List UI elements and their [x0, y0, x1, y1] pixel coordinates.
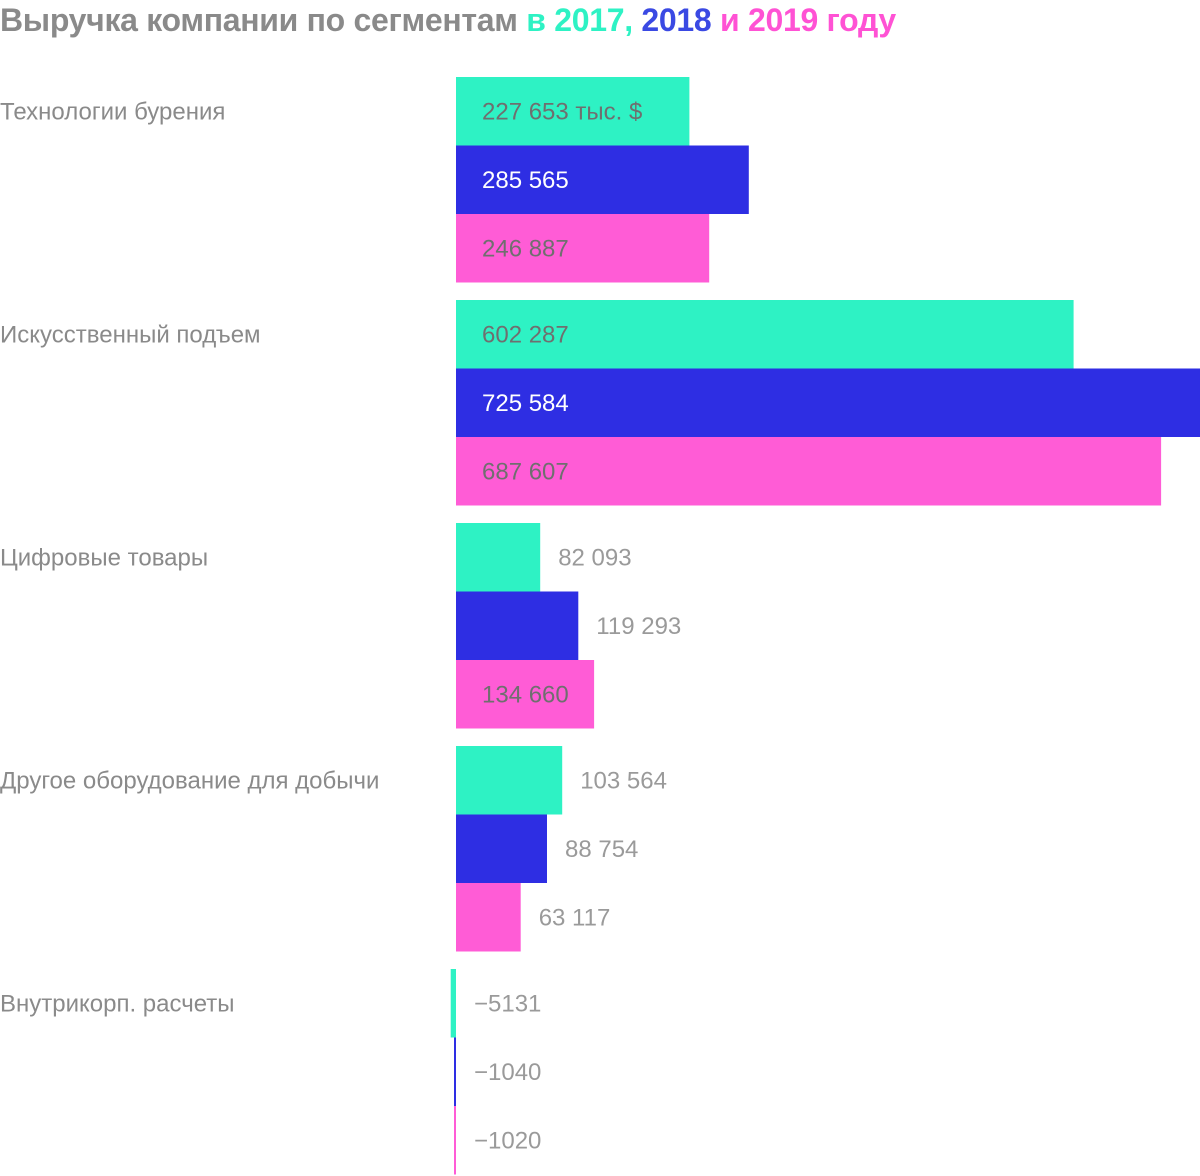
bar-2019-cat-3: [456, 660, 595, 729]
bar-2019-cat-4: [456, 883, 521, 952]
bar-2018-cat-3: [456, 591, 579, 660]
bar-2019-cat-2: [456, 437, 1162, 506]
value-label-2019-cat-3: 134 660: [482, 681, 569, 708]
value-label-2018-cat-5: −1040: [474, 1059, 541, 1086]
title-year-2018: 2018: [641, 2, 712, 38]
bar-2018-cat-2: [456, 368, 1200, 437]
value-label-2018-cat-3: 119 293: [596, 613, 681, 640]
value-label-2018-cat-2: 725 584: [482, 390, 569, 417]
bar-2017-cat-2: [456, 300, 1074, 369]
bar-2017-cat-1: [456, 77, 690, 146]
value-label-2018-cat-4: 88 754: [565, 836, 638, 863]
category-label-4: Другое оборудование для добычи: [0, 767, 379, 794]
value-label-2017-cat-5: −5131: [474, 990, 541, 1017]
bar-2017-cat-5: [450, 969, 456, 1038]
title-and: и: [711, 2, 748, 38]
value-label-2017-cat-2: 602 287: [482, 321, 569, 348]
category-label-1: Технологии бурения: [0, 98, 225, 125]
bar-2017-cat-3: [456, 523, 541, 592]
title-year-2017-text: 2017,: [554, 2, 633, 38]
chart-title: Выручка компании по сегментам в 2017, 20…: [0, 2, 896, 39]
title-year-2017: в 2017,: [526, 2, 633, 38]
category-label-2: Искусственный подъем: [0, 321, 261, 348]
title-pre: в: [526, 2, 555, 38]
bar-2019-cat-1: [456, 214, 710, 283]
title-main: Выручка компании по сегментам: [0, 2, 527, 38]
value-label-2019-cat-1: 246 887: [482, 235, 569, 262]
bar-2017-cat-4: [456, 746, 563, 815]
category-label-3: Цифровые товары: [0, 544, 208, 571]
bar-2018-cat-1: [456, 145, 749, 214]
value-label-2017-cat-4: 103 564: [580, 767, 667, 794]
value-label-2019-cat-2: 687 607: [482, 458, 569, 485]
value-label-2017-cat-3: 82 093: [558, 544, 631, 571]
value-label-2019-cat-4: 63 117: [539, 904, 611, 931]
value-label-2017-cat-1: 227 653 тыс. $: [482, 98, 642, 125]
value-label-2018-cat-1: 285 565: [482, 167, 569, 194]
bar-2018-cat-4: [456, 814, 547, 883]
title-year-2019: 2019 году: [747, 2, 896, 38]
category-label-5: Внутрикорп. расчеты: [0, 990, 235, 1017]
value-label-2019-cat-5: −1020: [474, 1127, 541, 1154]
bar-2018-cat-5: [454, 1037, 456, 1106]
bar-2019-cat-5: [454, 1106, 456, 1175]
